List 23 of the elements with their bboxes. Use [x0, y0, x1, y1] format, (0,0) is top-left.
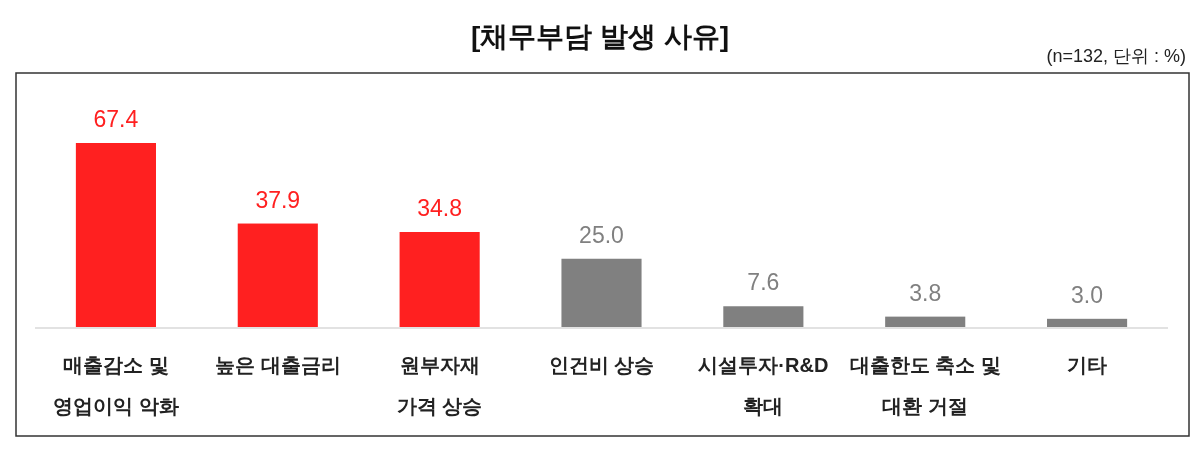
data-label: 67.4: [93, 106, 139, 132]
bar: [561, 258, 642, 327]
x-tick-label: 대출한도 축소 및 대환 거절: [849, 354, 1001, 417]
x-tick-label: 기타: [1067, 354, 1108, 376]
data-label: 37.9: [255, 186, 301, 213]
bar: [723, 306, 804, 327]
data-label: 3.0: [1071, 281, 1104, 308]
x-tick-label: 높은 대출금리: [215, 354, 341, 376]
data-label: 34.8: [417, 195, 463, 221]
data-label: 7.6: [747, 269, 780, 296]
x-tick-label: 인건비 상승: [548, 354, 655, 376]
x-tick-label: 매출감소 및 영업이익 악화: [53, 354, 179, 417]
data-label: 25.0: [579, 221, 624, 248]
x-tick-label: 원부자재 가격 상승: [396, 354, 483, 417]
bar: [885, 316, 966, 327]
bar: [1047, 318, 1128, 327]
bar: [399, 232, 480, 327]
chart-subtitle: (n=132, 단위 : %): [1046, 46, 1186, 66]
bar: [75, 143, 156, 327]
data-label: 3.8: [909, 279, 942, 306]
bar: [237, 223, 318, 327]
x-tick-label: 시설투자·R&D 확대: [698, 354, 829, 417]
chart-title: [채무부담 발생 사유]: [470, 21, 730, 52]
